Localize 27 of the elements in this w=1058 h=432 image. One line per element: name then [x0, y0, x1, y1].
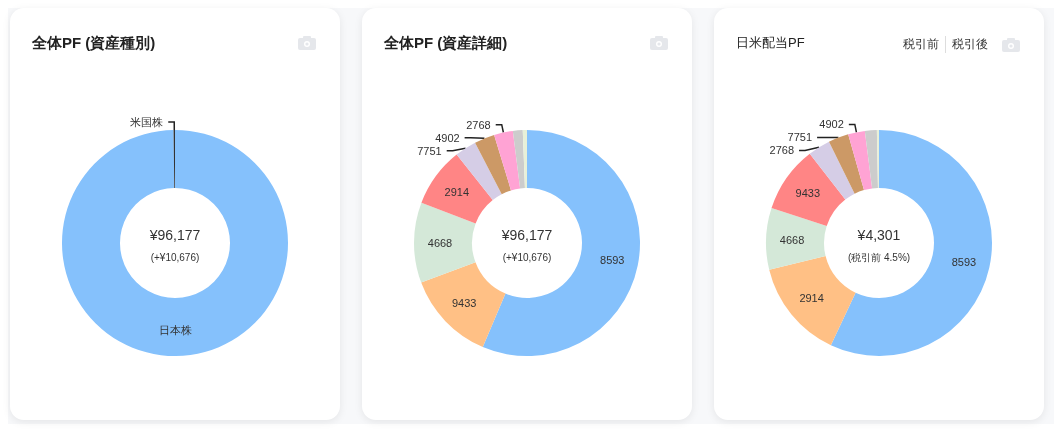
slice-label: 4902: [819, 118, 844, 131]
slice-label: 2768: [769, 144, 795, 157]
text: (税引前 4.5%): [847, 251, 911, 263]
text: ¥4,301: [856, 227, 901, 243]
slice-label: 2914: [444, 185, 470, 198]
text: 税引前: [903, 36, 939, 53]
slice-label: 日本株: [159, 324, 193, 336]
slice-label: 4902: [435, 131, 460, 144]
chart-title: 全体PF (資産種別): [32, 34, 156, 53]
text: (+¥10,676): [502, 251, 552, 263]
chart-title: 日米配当PF: [736, 34, 805, 52]
text: ¥96,177: [148, 227, 201, 243]
slice-label: 2914: [799, 292, 824, 305]
slice-label: 4668: [779, 233, 805, 246]
slice-label: 9433: [795, 186, 821, 199]
text: ¥96,177: [500, 227, 553, 243]
slice-label: 米国株: [130, 116, 164, 128]
slice-label: 7751: [417, 144, 442, 157]
slice-label: 2768: [466, 118, 491, 131]
slice-label: 9433: [451, 297, 477, 310]
chart-title: 全体PF (資産詳細): [384, 34, 508, 53]
text: 税引後: [945, 36, 988, 53]
slice-label: 7751: [787, 131, 813, 144]
slice-label: 8593: [951, 255, 977, 268]
text: (+¥10,676): [150, 251, 200, 263]
slice-label: 4668: [427, 236, 453, 249]
slice-label: 8593: [600, 254, 625, 267]
